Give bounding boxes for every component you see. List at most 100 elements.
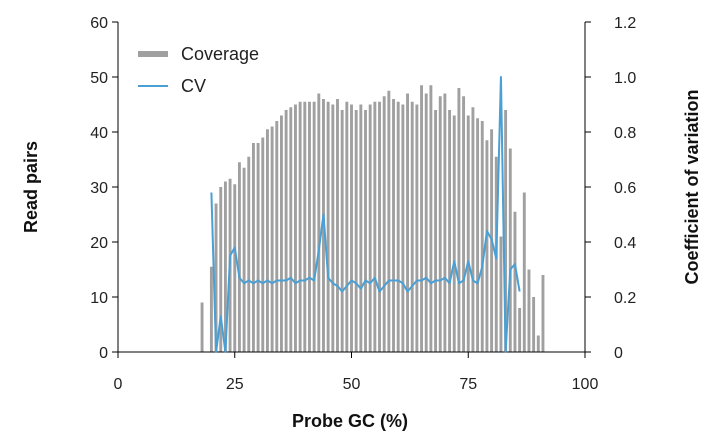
- coverage-bar: [331, 104, 335, 352]
- axes: 0 10 20 30 40 50 60 0 0.2 0.4 0.6 0.8 1.0 1.2 0 25 50 75 1…: [90, 15, 636, 393]
- coverage-bar: [513, 211, 517, 352]
- coverage-bar: [368, 104, 372, 352]
- coverage-bar: [270, 126, 274, 352]
- coverage-bars: [200, 85, 545, 352]
- y2-axis-title: Coefficient of variation: [682, 89, 702, 284]
- coverage-bar: [396, 101, 400, 352]
- coverage-bar: [209, 266, 213, 352]
- coverage-bar: [387, 90, 391, 352]
- coverage-bar: [289, 107, 293, 352]
- coverage-bar: [532, 297, 536, 352]
- coverage-bar: [476, 118, 480, 352]
- coverage-bar: [308, 101, 311, 352]
- coverage-bar: [527, 269, 531, 352]
- coverage-bar: [303, 101, 307, 352]
- y2-tick-label: 1.0: [614, 70, 636, 87]
- coverage-bar: [424, 93, 428, 352]
- coverage-bar: [326, 101, 330, 352]
- coverage-bar: [518, 308, 522, 352]
- coverage-bar: [354, 110, 358, 352]
- coverage-bar: [275, 121, 279, 352]
- coverage-bar: [448, 110, 452, 352]
- coverage-bar: [200, 302, 204, 352]
- coverage-bar: [345, 101, 349, 352]
- coverage-bar: [462, 96, 466, 352]
- coverage-bar: [382, 96, 386, 352]
- coverage-bar: [214, 203, 218, 352]
- y-tick-label: 10: [90, 290, 108, 307]
- legend: Coverage CV: [138, 44, 259, 96]
- coverage-bar: [340, 110, 344, 352]
- coverage-bar: [280, 115, 283, 352]
- coverage-bar: [410, 101, 414, 352]
- y-tick-label: 60: [90, 15, 108, 32]
- x-axis-title: Probe GC (%): [292, 411, 408, 431]
- y-tick-label: 0: [99, 345, 108, 362]
- coverage-bar: [359, 104, 363, 352]
- x-tick-label: 50: [343, 376, 361, 393]
- coverage-bar: [242, 167, 246, 352]
- coverage-bar: [364, 110, 367, 352]
- y-tick-label: 20: [90, 235, 108, 252]
- coverage-bar: [350, 104, 353, 352]
- coverage-bar: [233, 184, 237, 352]
- coverage-bar: [541, 275, 545, 352]
- coverage-bar: [452, 115, 456, 352]
- y2-tick-label: 0: [614, 345, 623, 362]
- x-tick-label: 0: [114, 376, 123, 393]
- coverage-bar: [536, 335, 540, 352]
- y2-tick-label: 0.4: [614, 235, 636, 252]
- coverage-bar: [499, 236, 503, 352]
- coverage-bar: [429, 85, 433, 352]
- coverage-bar: [457, 88, 461, 352]
- y-tick-label: 40: [90, 125, 108, 142]
- coverage-bar: [265, 129, 269, 352]
- coverage-bar: [508, 148, 512, 352]
- coverage-bar: [485, 140, 489, 352]
- coverage-bar: [466, 115, 470, 352]
- x-tick-label: 75: [459, 376, 477, 393]
- coverage-bar: [392, 99, 395, 352]
- coverage-bar: [237, 162, 241, 352]
- coverage-bar: [294, 104, 297, 352]
- cv-line-layer: [210, 76, 521, 353]
- coverage-bar: [438, 96, 442, 352]
- coverage-bar: [378, 101, 381, 352]
- coverage-bar: [406, 93, 409, 352]
- coverage-bar: [261, 137, 265, 352]
- y2-tick-label: 1.2: [614, 15, 636, 32]
- legend-coverage-label: Coverage: [181, 44, 259, 64]
- x-tick-label: 100: [572, 376, 599, 393]
- coverage-bar: [401, 104, 405, 352]
- y2-tick-label: 0.2: [614, 290, 636, 307]
- cv-line: [210, 76, 521, 353]
- coverage-bar: [219, 187, 223, 352]
- y-axis-title: Read pairs: [21, 141, 41, 233]
- legend-cv-label: CV: [181, 76, 206, 96]
- coverage-bar: [251, 143, 255, 352]
- coverage-bar: [480, 121, 484, 352]
- coverage-bar: [504, 110, 508, 352]
- y-tick-label: 30: [90, 180, 108, 197]
- y2-tick-label: 0.6: [614, 180, 636, 197]
- coverage-bar: [256, 143, 260, 352]
- coverage-bar: [434, 110, 438, 352]
- x-tick-label: 25: [226, 376, 244, 393]
- coverage-bar: [298, 101, 302, 352]
- coverage-bar: [284, 110, 288, 352]
- coverage-bar: [373, 101, 377, 352]
- coverage-bar: [336, 99, 339, 352]
- coverage-bar: [312, 101, 316, 352]
- y2-tick-label: 0.8: [614, 125, 636, 142]
- coverage-bar: [420, 85, 423, 352]
- coverage-bar: [317, 93, 321, 352]
- coverage-bar: [443, 93, 447, 352]
- coverage-bar: [471, 107, 475, 352]
- y-tick-label: 50: [90, 70, 108, 87]
- coverage-bar: [223, 181, 227, 352]
- coverage-bar: [415, 104, 419, 352]
- coverage-bar: [247, 156, 251, 352]
- coverage-bar: [522, 192, 526, 352]
